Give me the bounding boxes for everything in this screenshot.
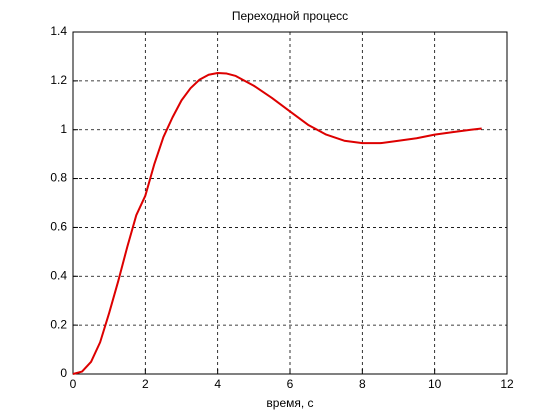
y-tick-label: 0.6 (50, 220, 67, 234)
x-tick-label: 6 (287, 377, 294, 391)
x-tick-label: 10 (428, 377, 442, 391)
y-tick-label: 0 (60, 366, 67, 380)
y-tick-label: 0.2 (50, 317, 67, 331)
y-tick-label: 1.2 (50, 73, 67, 87)
x-axis-label: время, с (266, 396, 313, 410)
x-tick-label: 0 (70, 377, 77, 391)
x-tick-label: 8 (359, 377, 366, 391)
axes-box (72, 31, 508, 375)
x-tick-label: 2 (142, 377, 149, 391)
x-tick-label: 12 (500, 377, 514, 391)
data-line (72, 72, 482, 375)
y-tick-label: 1 (60, 122, 67, 136)
x-tick-label: 4 (214, 377, 221, 391)
y-tick-label: 1.4 (50, 24, 67, 38)
y-tick-label: 0.4 (50, 268, 67, 282)
y-tick-label: 0.8 (50, 171, 67, 185)
chart-title: Переходной процесс (232, 9, 348, 23)
